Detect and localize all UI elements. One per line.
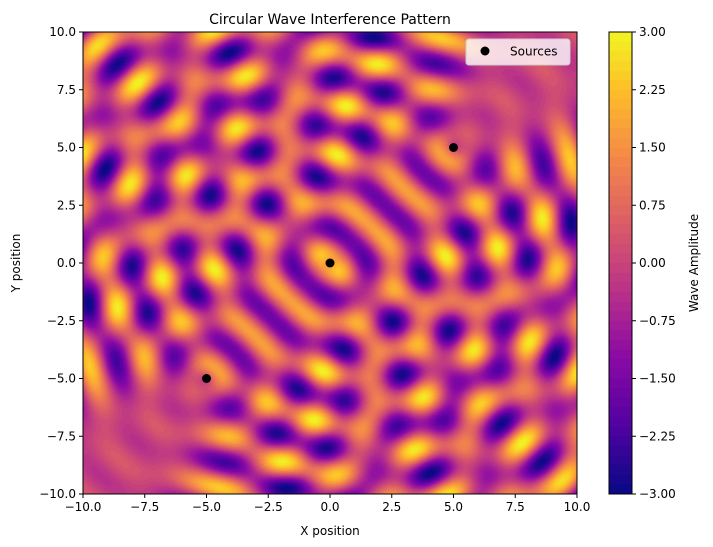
y-tick-label: 0.0 (57, 256, 76, 270)
colorbar-tick-label: 0.00 (639, 256, 666, 270)
y-tick-label: −2.5 (47, 314, 76, 328)
source-point (449, 143, 458, 152)
colorbar-tick-label: −2.25 (639, 429, 676, 443)
colorbar-tick-label: 0.75 (639, 198, 666, 212)
colorbar-gradient (609, 32, 632, 494)
y-tick-label: 2.5 (57, 198, 76, 212)
colorbar-tick-label: −0.75 (639, 314, 676, 328)
x-tick-label: 5.0 (444, 500, 463, 514)
x-tick-label: −10.0 (65, 500, 102, 514)
source-point (202, 374, 211, 383)
x-tick-label: 0.0 (320, 500, 339, 514)
x-axis: −10.0 −7.5 −5.0 −2.5 0.0 2.5 5.0 7.5 10.0 (65, 494, 591, 514)
colorbar-tick-label: 2.25 (639, 83, 666, 97)
legend: Sources (465, 38, 571, 66)
y-tick-label: −10.0 (39, 487, 76, 501)
y-tick-label: 5.0 (57, 141, 76, 155)
legend-box (465, 38, 571, 66)
colorbar-tick-label: −3.00 (639, 487, 676, 501)
chart-title: Circular Wave Interference Pattern (209, 12, 451, 28)
x-tick-label: −7.5 (130, 500, 159, 514)
colorbar-tick-label: 1.50 (639, 141, 666, 155)
y-tick-label: 10.0 (49, 25, 76, 39)
source-points (202, 143, 458, 383)
legend-marker (480, 46, 490, 56)
x-tick-label: 10.0 (564, 500, 591, 514)
y-axis-label: Y position (9, 234, 23, 294)
y-tick-label: 7.5 (57, 83, 76, 97)
x-axis-label: X position (300, 524, 360, 538)
colorbar-tick-label: −1.50 (639, 372, 676, 386)
source-point (325, 258, 335, 268)
colorbar-axis: −3.00 −2.25 −1.50 −0.75 0.00 0.75 1.50 2.25 3.00 (632, 25, 676, 501)
y-tick-label: −7.5 (47, 429, 76, 443)
legend-label: Sources (510, 45, 557, 59)
colorbar-tick-label: 3.00 (639, 25, 666, 39)
x-tick-label: −5.0 (192, 500, 221, 514)
x-tick-label: 2.5 (382, 500, 401, 514)
x-tick-label: 7.5 (506, 500, 525, 514)
colorbar-frame (608, 31, 633, 495)
colorbar-label: Wave Amplitude (687, 214, 701, 312)
y-axis: −10.0 −7.5 −5.0 −2.5 0.0 2.5 5.0 7.5 10.0 (39, 25, 83, 501)
x-tick-label: −2.5 (254, 500, 283, 514)
y-tick-label: −5.0 (47, 372, 76, 386)
